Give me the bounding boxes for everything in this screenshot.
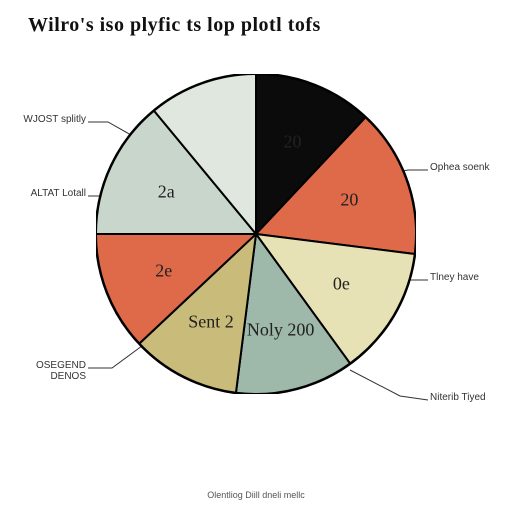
slice-label-1: 20 [340, 190, 358, 211]
callout-left-1: ALTAT Lotall [10, 188, 86, 199]
chart-canvas: Wilro's iso plyfic ts lop plotl tofs WJO… [0, 0, 512, 512]
callout-right-0: Ophea soenk [430, 162, 506, 173]
slice-label-2: 0e [333, 274, 350, 295]
chart-footer: Olentliog Diill dneli mellc [0, 490, 512, 500]
slice-label-0: 20 [284, 131, 302, 152]
slice-label-5: 2e [155, 260, 172, 281]
callout-left-0: WJOST splitly [10, 114, 86, 125]
slice-label-3: Noly 200 [247, 320, 315, 341]
callout-right-1: Tlney have [430, 272, 506, 283]
slice-label-6: 2a [158, 181, 175, 202]
callout-right-2: Niterib Tiyed [430, 392, 506, 403]
slice-label-4: Sent 2 [188, 312, 234, 333]
pie-chart [96, 74, 416, 394]
callout-left-2: OSEGEND DENOS [10, 360, 86, 382]
